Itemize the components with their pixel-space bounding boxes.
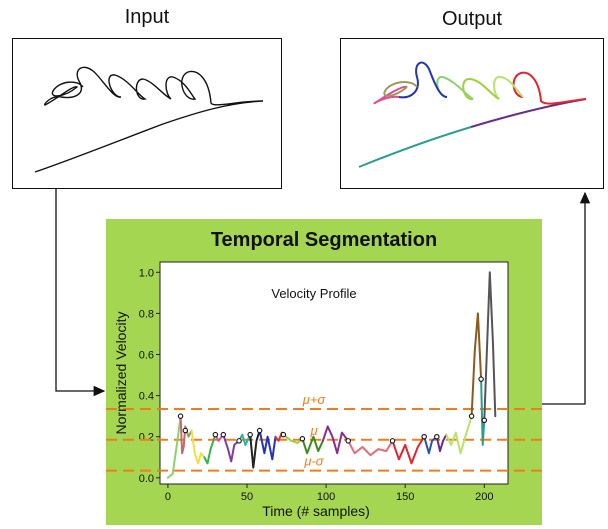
reference-label: μ+σ bbox=[302, 392, 327, 407]
breakpoint-marker bbox=[220, 431, 227, 438]
velocity-segment bbox=[238, 433, 252, 446]
input-panel bbox=[12, 38, 282, 189]
y-tick-label: 0.6 bbox=[139, 350, 154, 362]
breakpoint-marker bbox=[468, 413, 475, 419]
breakpoint-marker bbox=[421, 433, 427, 440]
plot-title: Velocity Profile bbox=[271, 286, 356, 301]
x-tick-label: 100 bbox=[317, 491, 335, 503]
velocity-segment bbox=[321, 425, 350, 455]
x-axis: 0 50 100 150 200 bbox=[165, 484, 493, 503]
velocity-segment bbox=[301, 435, 324, 455]
velocity-segment bbox=[347, 439, 394, 457]
velocity-segment bbox=[470, 312, 483, 418]
y-tick-label: 1.0 bbox=[139, 267, 154, 279]
reference-label: μ bbox=[309, 423, 317, 438]
input-to-segmentation-arrow bbox=[55, 189, 106, 397]
output-label: Output bbox=[441, 8, 503, 30]
velocity-segment bbox=[435, 433, 448, 453]
velocity-segment bbox=[203, 433, 217, 465]
breakpoint-marker bbox=[280, 431, 287, 438]
breakpoint-marker bbox=[256, 427, 263, 434]
output-panel bbox=[340, 38, 604, 189]
x-axis-label: Time (# samples) bbox=[262, 503, 370, 519]
y-tick-label: 0.2 bbox=[139, 432, 154, 444]
plot-area bbox=[159, 261, 509, 485]
output-handwriting bbox=[358, 61, 587, 168]
reference-label: μ-σ bbox=[303, 454, 324, 469]
breakpoint-marker bbox=[247, 431, 253, 438]
x-tick-label: 0 bbox=[165, 491, 171, 503]
segmentation-to-output-arrow bbox=[542, 191, 591, 405]
x-tick-label: 50 bbox=[241, 491, 253, 503]
breakpoint-marker bbox=[389, 438, 396, 444]
y-axis-label: Normalized Velocity bbox=[113, 312, 129, 435]
breakpoint-marker bbox=[345, 438, 351, 444]
breakpoint-marker bbox=[182, 427, 189, 434]
y-tick-label: 0.4 bbox=[139, 391, 154, 403]
breakpoint-marker bbox=[299, 436, 306, 442]
velocity-segment bbox=[391, 435, 426, 465]
y-axis: 0.0 0.2 0.4 0.6 0.8 1.0 bbox=[139, 267, 160, 485]
breakpoint-marker bbox=[481, 417, 488, 424]
breakpoint-marker bbox=[478, 376, 484, 382]
velocity-segment bbox=[249, 429, 261, 469]
velocity-segment bbox=[258, 429, 277, 461]
velocity-segment bbox=[282, 433, 304, 444]
input-handwriting bbox=[34, 66, 264, 173]
velocity-segment bbox=[166, 415, 182, 479]
velocity-segment bbox=[190, 429, 206, 465]
velocity-segment bbox=[423, 435, 438, 455]
velocity-segment bbox=[179, 415, 187, 455]
input-label: Input bbox=[124, 6, 170, 28]
segmentation-title: Temporal Segmentation bbox=[210, 229, 438, 251]
velocity-segment bbox=[445, 415, 473, 455]
segment-breakpoints bbox=[177, 376, 488, 444]
x-tick-label: 200 bbox=[475, 491, 493, 503]
breakpoint-marker bbox=[212, 431, 219, 438]
y-tick-label: 0.0 bbox=[139, 473, 154, 485]
x-tick-label: 150 bbox=[396, 491, 414, 503]
breakpoint-marker bbox=[434, 433, 440, 440]
velocity-segment bbox=[222, 433, 241, 463]
velocity-segments bbox=[166, 271, 497, 479]
velocity-segment bbox=[480, 378, 486, 446]
reference-lines: μ+σ μ μ-σ bbox=[106, 392, 542, 472]
breakpoint-marker bbox=[236, 438, 242, 444]
breakpoint-marker bbox=[177, 413, 184, 419]
y-tick-label: 0.8 bbox=[139, 308, 154, 320]
velocity-segment bbox=[483, 271, 497, 422]
